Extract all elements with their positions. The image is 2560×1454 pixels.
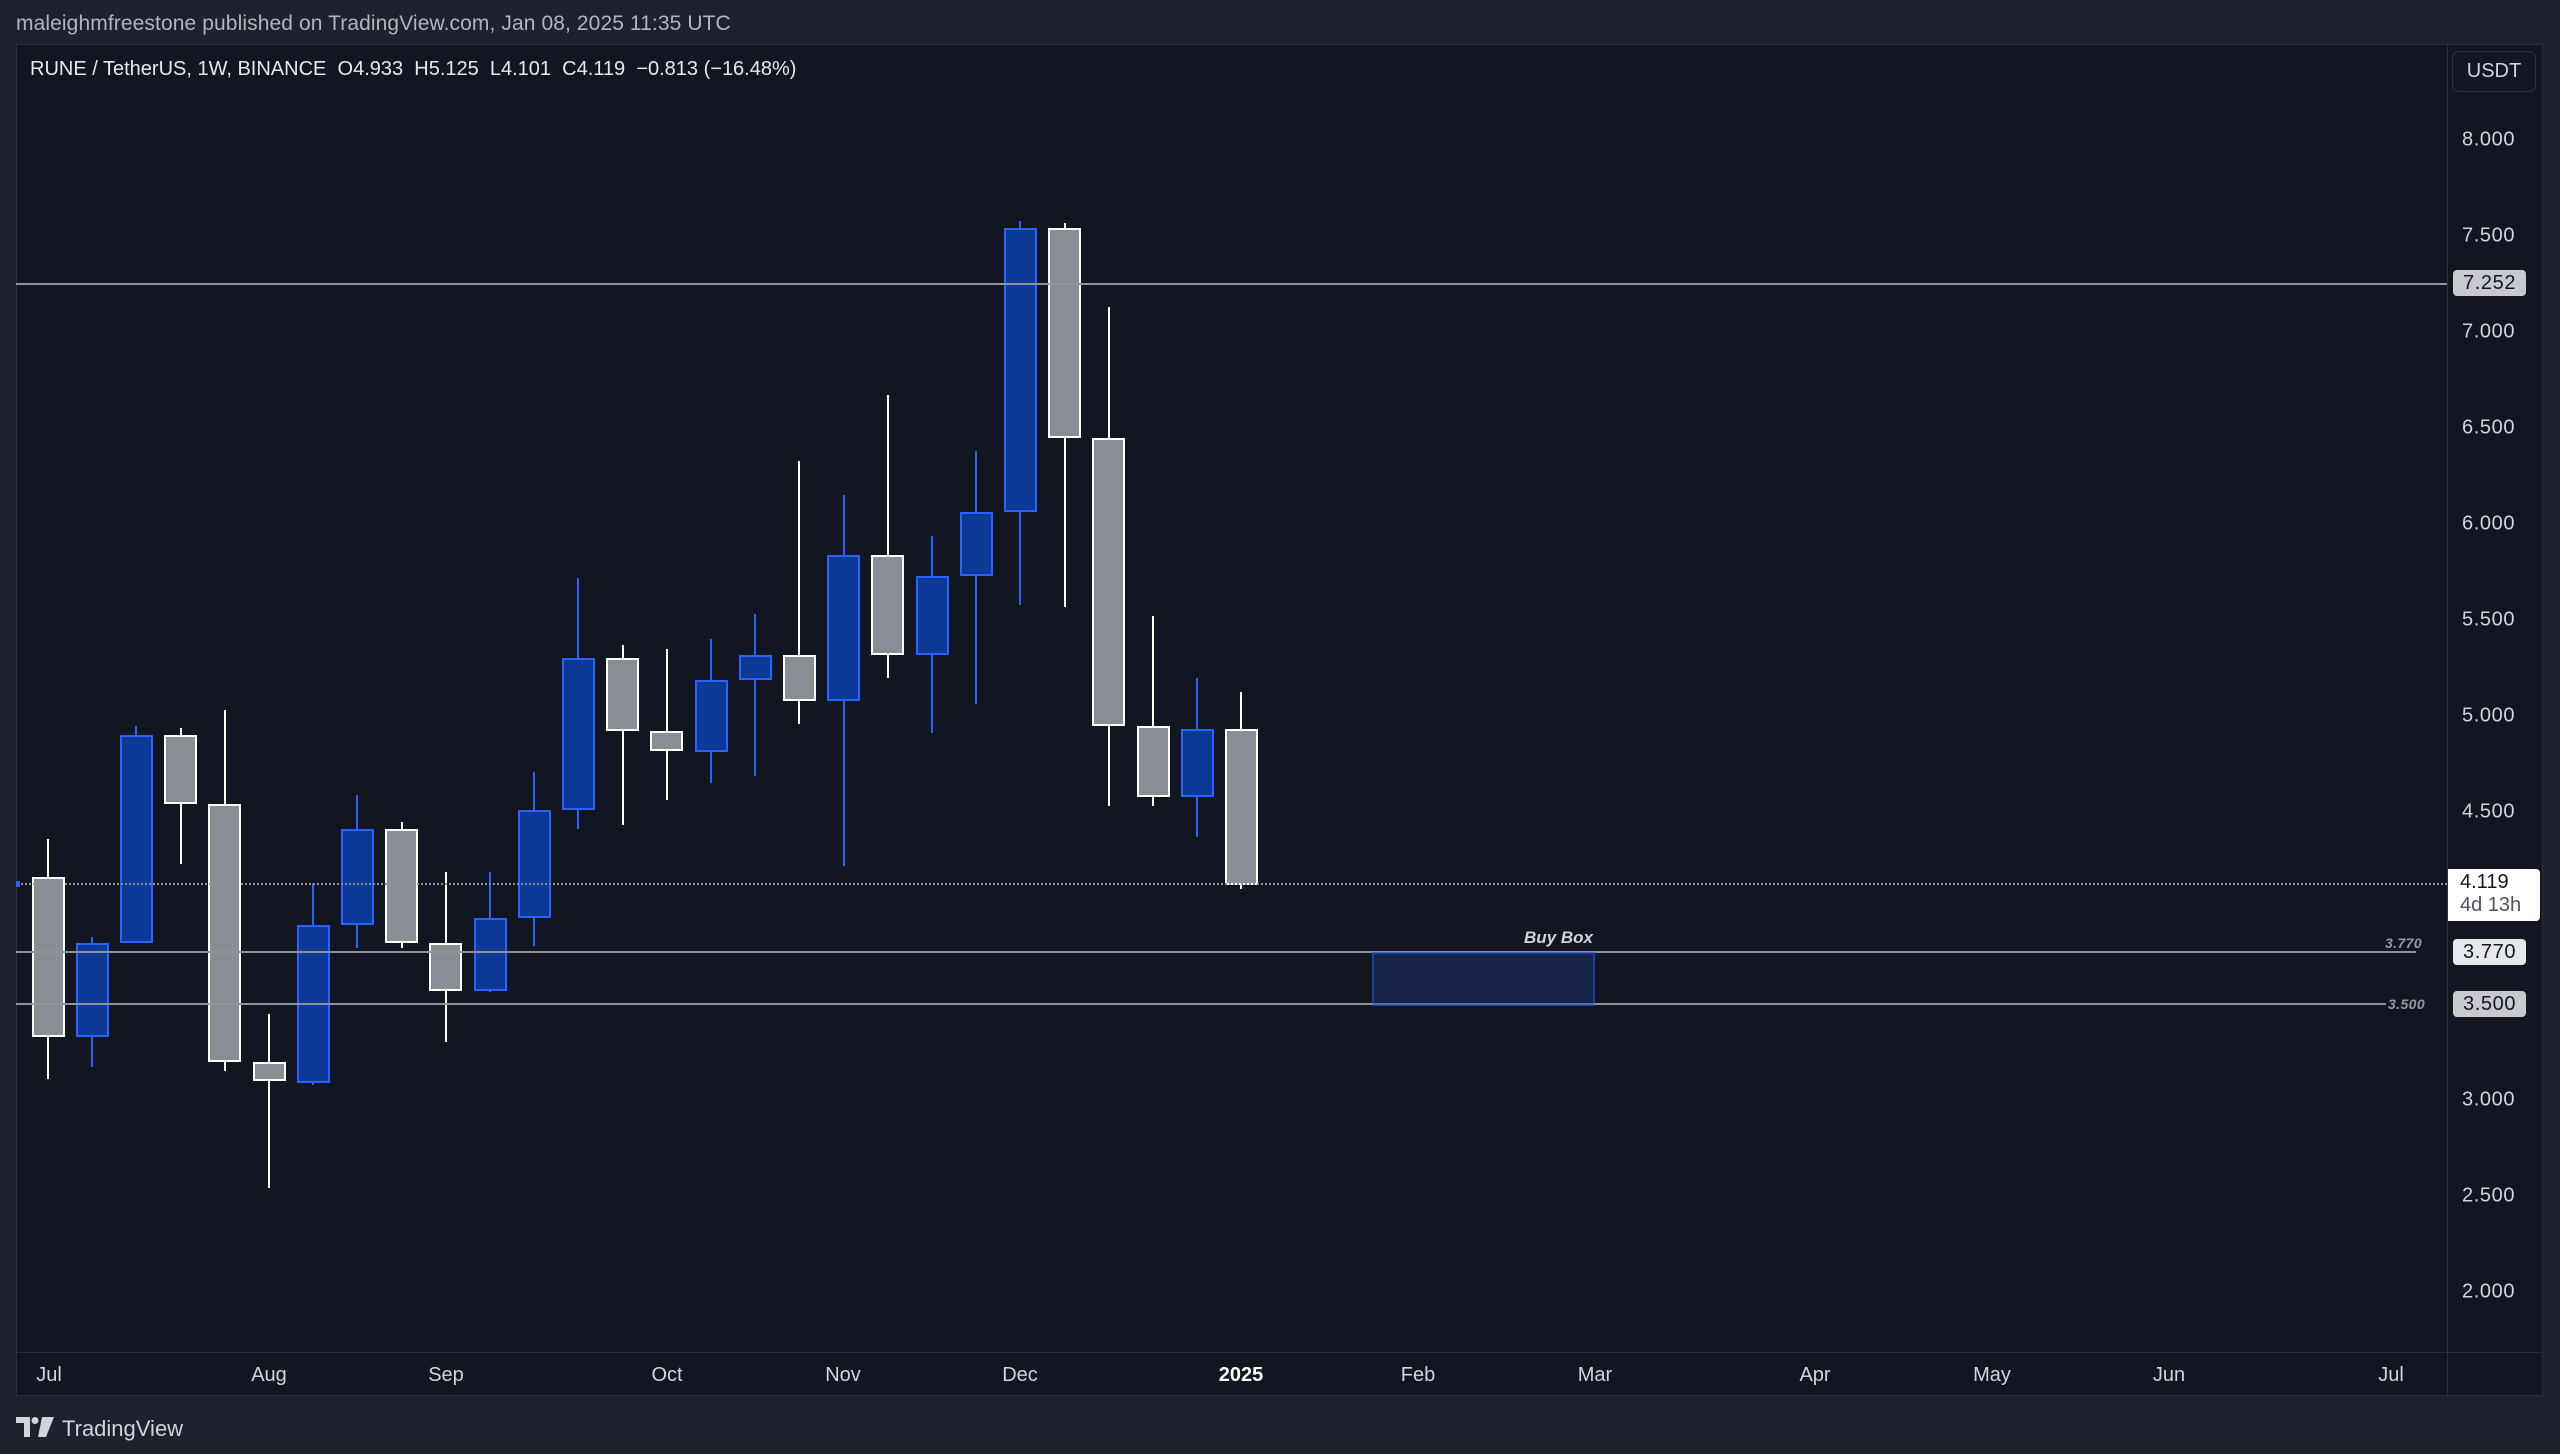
candle-bearish[interactable] — [1048, 228, 1082, 438]
candle-wick — [621, 644, 624, 826]
buy-box-label: Buy Box — [1524, 928, 1593, 947]
ohlc-change: −0.813 (−16.48%) — [636, 58, 797, 80]
price-tick: 7.500 — [2462, 224, 2516, 247]
candle-bearish[interactable] — [1224, 728, 1258, 886]
time-tick: Apr — [1799, 1364, 1831, 1386]
time-tick: Mar — [1577, 1364, 1613, 1386]
chart-frame — [16, 44, 2543, 1396]
candle-bearish[interactable] — [650, 731, 684, 751]
buy-box-top-line[interactable] — [16, 951, 2416, 953]
candle-wick — [665, 648, 668, 801]
candle-bullish[interactable] — [1003, 228, 1037, 513]
candle-bearish[interactable] — [871, 554, 905, 655]
time-tick: Nov — [825, 1364, 861, 1386]
price-tick: 3.000 — [2462, 1088, 2516, 1111]
ohlc-open: O4.933 — [337, 58, 404, 80]
candle-bullish[interactable] — [340, 829, 374, 926]
candle-wick — [886, 395, 889, 678]
candle-bearish[interactable] — [606, 658, 640, 732]
time-tick: Jun — [2152, 1364, 2186, 1386]
candle-wick — [975, 451, 978, 705]
price-tick: 2.000 — [2462, 1280, 2516, 1303]
price-tick: 5.000 — [2462, 704, 2516, 727]
price-tick: 5.500 — [2462, 608, 2516, 631]
candle-bullish[interactable] — [473, 917, 507, 991]
candle-wick — [1152, 616, 1154, 807]
time-tick: Dec — [1002, 1364, 1038, 1386]
symbol-title[interactable]: RUNE / TetherUS, 1W, BINANCE — [30, 58, 327, 80]
candle-bullish[interactable] — [959, 512, 993, 576]
candle-bearish[interactable] — [1092, 437, 1126, 726]
candle-bearish[interactable] — [1136, 725, 1170, 797]
candle-bullish[interactable] — [694, 679, 728, 753]
tradingview-brand[interactable]: TradingView — [62, 1416, 184, 1441]
price-axis[interactable] — [2447, 44, 2543, 1352]
axis-corner — [2447, 1352, 2543, 1396]
symbol-legend: RUNE / TetherUS, 1W, BINANCE O4.933 H5.1… — [30, 58, 796, 81]
price-tick: 4.500 — [2462, 800, 2516, 823]
buy-box-rectangle[interactable] — [1372, 952, 1595, 1006]
candle-bullish[interactable] — [517, 810, 551, 918]
candle-bullish[interactable] — [75, 942, 109, 1037]
time-tick-year: 2025 — [1218, 1364, 1264, 1386]
buy-box-bottom-tag: 3.500 — [2388, 996, 2426, 1012]
resistance-line[interactable] — [16, 283, 2447, 285]
buy-box-top-tag: 3.770 — [2385, 935, 2423, 951]
buy-box-bottom-price-label: 3.500 — [2453, 991, 2527, 1017]
ohlc-low: L4.101 — [489, 58, 552, 80]
time-axis[interactable] — [16, 1352, 2447, 1396]
price-tick: 8.000 — [2462, 128, 2516, 151]
candle-wick — [754, 614, 757, 776]
candle-bearish[interactable] — [782, 654, 816, 701]
candle-wick — [798, 460, 801, 724]
current-price-line — [16, 883, 2447, 885]
footer: TradingView — [16, 1414, 183, 1444]
candle-bullish[interactable] — [827, 554, 861, 701]
current-price-value: 4.119 — [2460, 871, 2509, 893]
price-tick: 2.500 — [2462, 1184, 2516, 1207]
buy-box-bottom-line[interactable] — [16, 1003, 2386, 1005]
candle-bullish[interactable] — [561, 658, 595, 811]
candle-bullish[interactable] — [119, 735, 153, 943]
candle-bullish[interactable] — [1180, 729, 1214, 797]
publish-line: maleighmfreestone published on TradingVi… — [16, 12, 731, 35]
candle-bullish[interactable] — [915, 575, 949, 655]
time-tick: Sep — [428, 1364, 464, 1386]
candle-bearish[interactable] — [252, 1061, 286, 1081]
tradingview-logo-icon[interactable] — [16, 1416, 54, 1442]
bar-countdown: 4d 13h — [2460, 894, 2522, 916]
current-price-label: 4.119 4d 13h — [2448, 869, 2540, 921]
time-tick: Aug — [251, 1364, 287, 1386]
time-tick: Jul — [36, 1364, 62, 1386]
buy-box-top-price-label: 3.770 — [2453, 939, 2527, 965]
time-tick: Oct — [651, 1364, 683, 1386]
time-tick: May — [1973, 1364, 2011, 1386]
candle-bearish[interactable] — [429, 942, 463, 991]
price-tick: 6.500 — [2462, 416, 2516, 439]
resistance-price-label: 7.252 — [2453, 270, 2527, 296]
time-tick: Jul — [2378, 1364, 2404, 1386]
candle-bullish[interactable] — [738, 654, 772, 680]
candle-bearish[interactable] — [385, 829, 419, 943]
candle-bearish[interactable] — [208, 804, 242, 1062]
ohlc-close: C4.119 — [562, 58, 626, 80]
currency-button[interactable]: USDT — [2452, 51, 2536, 92]
candle-wick — [268, 1013, 270, 1189]
time-tick: Feb — [1400, 1364, 1436, 1386]
chart-pane[interactable] — [16, 44, 2447, 1352]
price-tick: 7.000 — [2462, 320, 2516, 343]
price-tick: 6.000 — [2462, 512, 2516, 535]
candle-bearish[interactable] — [31, 877, 65, 1037]
ohlc-high: H5.125 — [414, 58, 479, 80]
candle-bearish[interactable] — [164, 735, 198, 805]
current-price-marker — [16, 881, 20, 887]
